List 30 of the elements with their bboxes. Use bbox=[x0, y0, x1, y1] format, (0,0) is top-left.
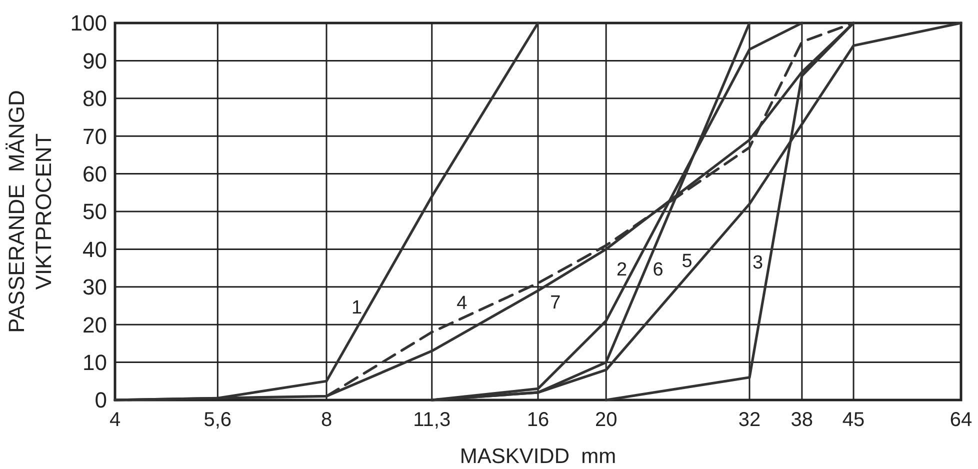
y-tick-label: 60 bbox=[82, 162, 107, 186]
annotation: 7 bbox=[550, 292, 561, 314]
x-tick-label: 32 bbox=[738, 409, 761, 431]
annotation: 1 bbox=[352, 298, 362, 319]
annotation: 2 bbox=[616, 259, 628, 280]
annotation: 6 bbox=[652, 259, 664, 280]
x-tick-label: 64 bbox=[950, 409, 972, 431]
x-tick-label: 11,3 bbox=[413, 409, 451, 431]
y-tick-label: 30 bbox=[82, 274, 107, 300]
y-tick-label: 10 bbox=[82, 350, 107, 375]
x-axis-title: MASKVIDD mm bbox=[460, 445, 616, 468]
x-tick-label: 4 bbox=[109, 409, 121, 431]
y-tick-label: 0 bbox=[94, 388, 107, 413]
x-tick-label: 8 bbox=[320, 409, 332, 431]
y-tick-label: 100 bbox=[70, 10, 107, 36]
y-tick-label: 70 bbox=[82, 124, 107, 149]
x-tick-label: 20 bbox=[594, 409, 618, 431]
x-tick-label: 38 bbox=[790, 409, 814, 431]
y-tick-label: 90 bbox=[82, 48, 107, 74]
x-tick-label: 16 bbox=[526, 409, 550, 431]
annotation: 5 bbox=[682, 251, 692, 272]
x-tick-label: 45 bbox=[842, 409, 865, 431]
y-axis-title: PASSERANDE MÄNGD VIKTPROCENT bbox=[4, 90, 56, 333]
x-tick-label: 5,6 bbox=[204, 409, 232, 431]
annotation: 4 bbox=[456, 293, 468, 314]
y-tick-label: 80 bbox=[82, 86, 107, 112]
y-tick-label: 20 bbox=[82, 312, 107, 338]
y-tick-label: 40 bbox=[82, 236, 107, 262]
y-tick-label: 50 bbox=[82, 199, 107, 224]
annotation: 3 bbox=[752, 252, 764, 274]
